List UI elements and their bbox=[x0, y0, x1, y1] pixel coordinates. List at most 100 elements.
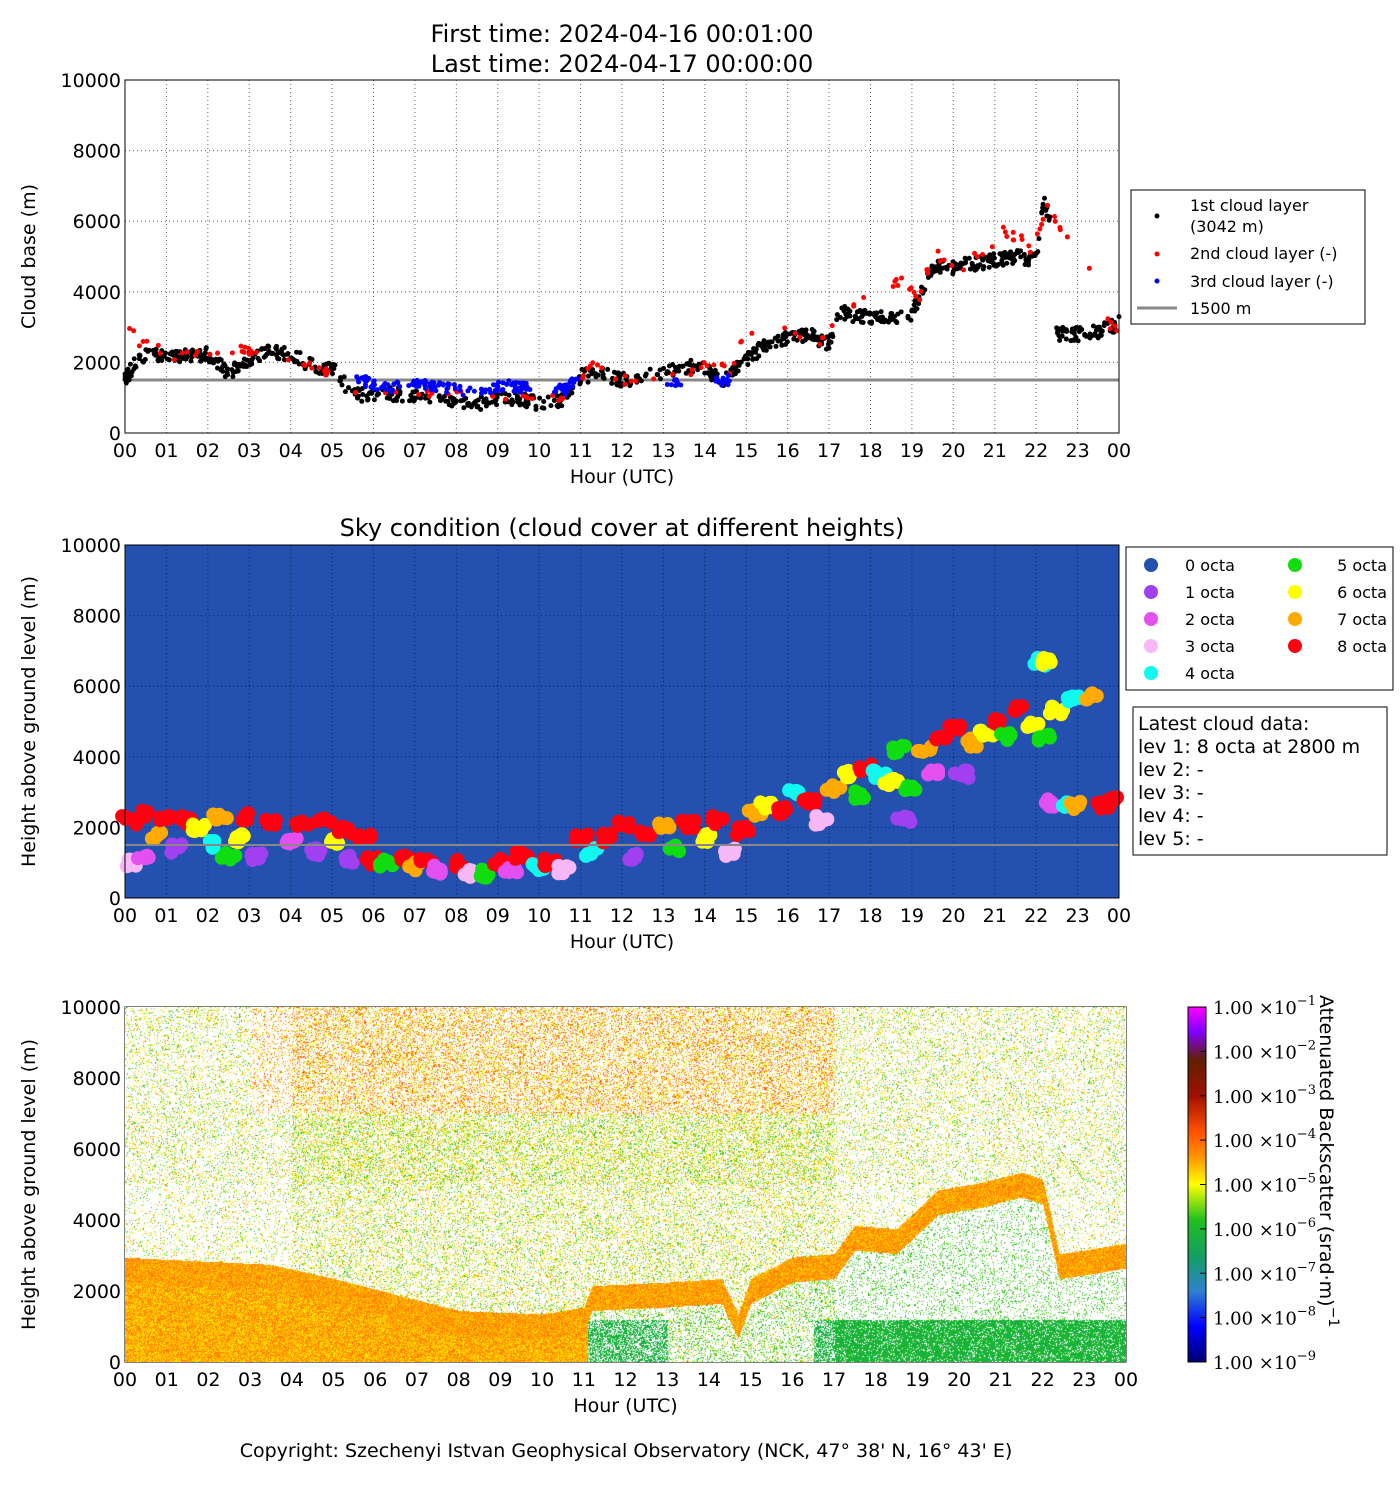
sky-point-8-octa bbox=[360, 850, 375, 865]
legend-marker bbox=[1144, 666, 1158, 680]
data-point-1st-cloud-layer bbox=[296, 361, 302, 367]
data-point-1st-cloud-layer bbox=[958, 260, 964, 266]
data-point-3rd-cloud-layer bbox=[437, 380, 443, 386]
x-tick-label: 16 bbox=[776, 905, 800, 927]
data-point-2nd-cloud-layer bbox=[144, 338, 150, 344]
x-tick-label: 03 bbox=[237, 905, 261, 927]
data-point-2nd-cloud-layer bbox=[1064, 234, 1070, 240]
data-point-2nd-cloud-layer bbox=[1026, 243, 1032, 249]
data-point-3rd-cloud-layer bbox=[383, 386, 389, 392]
data-point-1st-cloud-layer bbox=[805, 332, 811, 338]
data-point-1st-cloud-layer bbox=[1057, 337, 1063, 343]
data-point-2nd-cloud-layer bbox=[935, 248, 941, 254]
x-tick-label: 04 bbox=[279, 440, 303, 462]
x-tick-label: 23 bbox=[1065, 905, 1089, 927]
data-point-3rd-cloud-layer bbox=[374, 387, 380, 393]
y-tick-label: 0 bbox=[109, 888, 121, 910]
data-point-1st-cloud-layer bbox=[466, 400, 472, 406]
sky-point-8-octa bbox=[987, 711, 1002, 726]
y-tick-label: 0 bbox=[109, 1352, 121, 1374]
x-tick-label: 06 bbox=[361, 905, 385, 927]
data-point-2nd-cloud-layer bbox=[622, 381, 628, 387]
data-point-1st-cloud-layer bbox=[950, 268, 956, 274]
data-point-3rd-cloud-layer bbox=[444, 386, 450, 392]
sky-point-6-octa bbox=[229, 830, 244, 845]
data-point-3rd-cloud-layer bbox=[445, 382, 451, 388]
data-point-1st-cloud-layer bbox=[1098, 331, 1104, 337]
legend-label: (3042 m) bbox=[1190, 217, 1264, 236]
data-point-2nd-cloud-layer bbox=[155, 342, 161, 348]
data-point-1st-cloud-layer bbox=[483, 403, 489, 409]
data-point-1st-cloud-layer bbox=[765, 339, 771, 345]
x-tick-label: 22 bbox=[1024, 440, 1048, 462]
data-point-3rd-cloud-layer bbox=[429, 385, 435, 391]
data-point-3rd-cloud-layer bbox=[460, 392, 466, 398]
sky-point-1-octa bbox=[164, 845, 179, 860]
data-point-1st-cloud-layer bbox=[294, 349, 300, 355]
data-point-2nd-cloud-layer bbox=[309, 365, 315, 371]
data-point-2nd-cloud-layer bbox=[1040, 216, 1046, 222]
data-point-1st-cloud-layer bbox=[850, 319, 856, 325]
data-point-2nd-cloud-layer bbox=[829, 323, 835, 329]
sky-point-1-octa bbox=[622, 852, 637, 867]
data-point-3rd-cloud-layer bbox=[478, 390, 484, 396]
x-tick-label: 07 bbox=[403, 440, 427, 462]
data-point-1st-cloud-layer bbox=[810, 334, 816, 340]
info-line: lev 3: - bbox=[1138, 782, 1204, 804]
data-point-1st-cloud-layer bbox=[1059, 333, 1065, 339]
x-tick-label: 21 bbox=[983, 905, 1007, 927]
data-point-1st-cloud-layer bbox=[878, 309, 884, 315]
sky-point-1-octa bbox=[338, 850, 353, 865]
legend-box bbox=[1130, 189, 1366, 325]
sky-point-3-octa bbox=[551, 866, 566, 881]
data-point-1st-cloud-layer bbox=[709, 377, 715, 383]
data-point-1st-cloud-layer bbox=[1036, 236, 1042, 242]
data-point-1st-cloud-layer bbox=[326, 360, 332, 366]
x-tick-label: 20 bbox=[941, 905, 965, 927]
data-point-2nd-cloud-layer bbox=[1086, 265, 1092, 271]
x-tick-label: 07 bbox=[405, 1369, 429, 1391]
data-point-3rd-cloud-layer bbox=[444, 389, 450, 395]
x-tick-label: 04 bbox=[279, 905, 303, 927]
sky-point-8-octa bbox=[1015, 699, 1030, 714]
data-point-2nd-cloud-layer bbox=[980, 252, 986, 258]
data-point-2nd-cloud-layer bbox=[1045, 202, 1051, 208]
sky-point-7-octa bbox=[662, 820, 677, 835]
data-point-1st-cloud-layer bbox=[986, 264, 992, 270]
data-point-2nd-cloud-layer bbox=[792, 330, 798, 336]
data-point-3rd-cloud-layer bbox=[713, 375, 719, 381]
data-point-1st-cloud-layer bbox=[551, 397, 557, 403]
data-point-1st-cloud-layer bbox=[761, 338, 767, 344]
legend-label: 6 octa bbox=[1337, 583, 1387, 602]
data-point-3rd-cloud-layer bbox=[519, 383, 525, 389]
data-point-2nd-cloud-layer bbox=[937, 258, 943, 264]
data-point-3rd-cloud-layer bbox=[664, 381, 670, 387]
data-point-3rd-cloud-layer bbox=[471, 388, 477, 394]
data-point-3rd-cloud-layer bbox=[391, 381, 397, 387]
x-tick-label: 08 bbox=[444, 440, 468, 462]
data-point-1st-cloud-layer bbox=[394, 398, 400, 404]
data-point-1st-cloud-layer bbox=[912, 306, 918, 312]
data-point-2nd-cloud-layer bbox=[323, 366, 329, 372]
data-point-3rd-cloud-layer bbox=[368, 384, 374, 390]
data-point-1st-cloud-layer bbox=[867, 310, 873, 316]
data-point-3rd-cloud-layer bbox=[457, 387, 463, 393]
x-tick-label: 17 bbox=[817, 440, 841, 462]
data-point-1st-cloud-layer bbox=[1063, 327, 1069, 333]
x-tick-label: 17 bbox=[822, 1369, 846, 1391]
colorbar-tick-label: 1.00 ×10−9 bbox=[1213, 1349, 1316, 1374]
data-point-2nd-cloud-layer bbox=[911, 289, 917, 295]
data-point-2nd-cloud-layer bbox=[179, 350, 185, 356]
data-point-1st-cloud-layer bbox=[736, 362, 742, 368]
data-point-1st-cloud-layer bbox=[259, 346, 265, 352]
y-tick-label: 2000 bbox=[73, 352, 121, 374]
sky-point-2-octa bbox=[501, 865, 516, 880]
data-point-2nd-cloud-layer bbox=[1105, 316, 1111, 322]
data-point-3rd-cloud-layer bbox=[678, 382, 684, 388]
x-tick-label: 15 bbox=[739, 1369, 763, 1391]
data-point-1st-cloud-layer bbox=[450, 397, 456, 403]
data-point-1st-cloud-layer bbox=[539, 405, 545, 411]
sky-point-6-octa bbox=[197, 817, 212, 832]
data-point-2nd-cloud-layer bbox=[719, 361, 725, 367]
data-point-1st-cloud-layer bbox=[510, 399, 516, 405]
